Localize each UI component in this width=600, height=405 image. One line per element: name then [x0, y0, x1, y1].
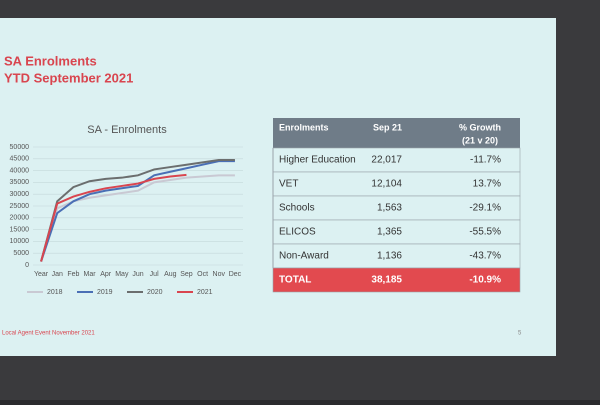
table-cell: 12,104	[371, 179, 402, 190]
slide-title: SA Enrolments	[4, 53, 97, 68]
slide-subtitle: YTD September 2021	[4, 70, 133, 85]
table-cell: -43.7%	[469, 251, 501, 262]
x-tick-label: Mar	[84, 271, 97, 278]
y-tick-label: 15000	[10, 226, 30, 233]
table-row	[272, 219, 521, 245]
legend-label: 2018	[47, 289, 63, 296]
table-cell: -29.1%	[469, 203, 501, 214]
table-row	[272, 171, 521, 197]
table-cell: ELICOS	[279, 227, 316, 238]
table-cell: -10.9%	[469, 275, 501, 286]
x-tick-label: Apr	[100, 271, 112, 278]
x-tick-label: Nov	[213, 271, 226, 278]
table-cell: 1,563	[377, 203, 402, 214]
y-tick-label: 0	[25, 262, 29, 269]
x-tick-label: Jun	[132, 271, 143, 278]
table-cell: -11.7%	[470, 155, 501, 166]
x-tick-label: Feb	[67, 271, 79, 278]
y-tick-label: 40000	[10, 167, 30, 174]
table-cell: 38,185	[371, 275, 402, 286]
series-line	[40, 173, 187, 262]
table-row	[272, 147, 521, 173]
table-cell: -55.5%	[469, 227, 501, 238]
series-line	[40, 160, 235, 262]
table-cell: 1,136	[377, 251, 402, 262]
table-header-cell: Sep 21	[373, 122, 402, 132]
footer: Local Agent Event November 2021	[2, 331, 95, 337]
x-tick-label: Dec	[229, 271, 242, 278]
page-number: 5	[518, 331, 522, 337]
table-cell: Non-Award	[279, 251, 329, 262]
y-tick-label: 35000	[10, 179, 30, 186]
table-header-cell: Enrolments	[279, 122, 329, 132]
table-row	[272, 243, 521, 269]
x-tick-label: Jul	[150, 271, 159, 278]
table-header-cell: % Growth	[459, 122, 501, 132]
x-tick-label: May	[115, 271, 129, 278]
table-cell: 13.7%	[473, 179, 501, 190]
x-tick-label: Oct	[197, 271, 208, 278]
chart-title: SA - Enrolments	[87, 124, 167, 136]
x-tick-label: Year	[34, 271, 49, 278]
y-tick-label: 30000	[10, 191, 30, 198]
table-header	[273, 118, 520, 148]
table-cell: 22,017	[371, 155, 402, 166]
y-tick-label: 5000	[13, 250, 29, 257]
y-tick-label: 45000	[10, 156, 30, 163]
table-cell: TOTAL	[279, 275, 311, 286]
legend-label: 2019	[97, 289, 113, 296]
legend-label: 2021	[197, 289, 213, 296]
x-tick-label: Sep	[180, 271, 193, 278]
series-line	[40, 158, 235, 262]
table-row	[272, 195, 521, 221]
x-tick-label: Jan	[52, 271, 63, 278]
x-tick-label: Aug	[164, 271, 177, 278]
table-cell: Higher Education	[279, 155, 356, 166]
table-cell: Schools	[279, 203, 315, 214]
legend-label: 2020	[147, 289, 163, 296]
y-tick-label: 25000	[10, 203, 30, 210]
y-tick-label: 20000	[10, 215, 30, 222]
y-tick-label: 50000	[10, 144, 30, 151]
table-header-note: (21 v 20)	[462, 135, 498, 145]
total-row	[272, 267, 521, 293]
table-cell: 1,365	[377, 227, 402, 238]
y-tick-label: 10000	[10, 238, 30, 245]
table-cell: VET	[279, 179, 298, 190]
